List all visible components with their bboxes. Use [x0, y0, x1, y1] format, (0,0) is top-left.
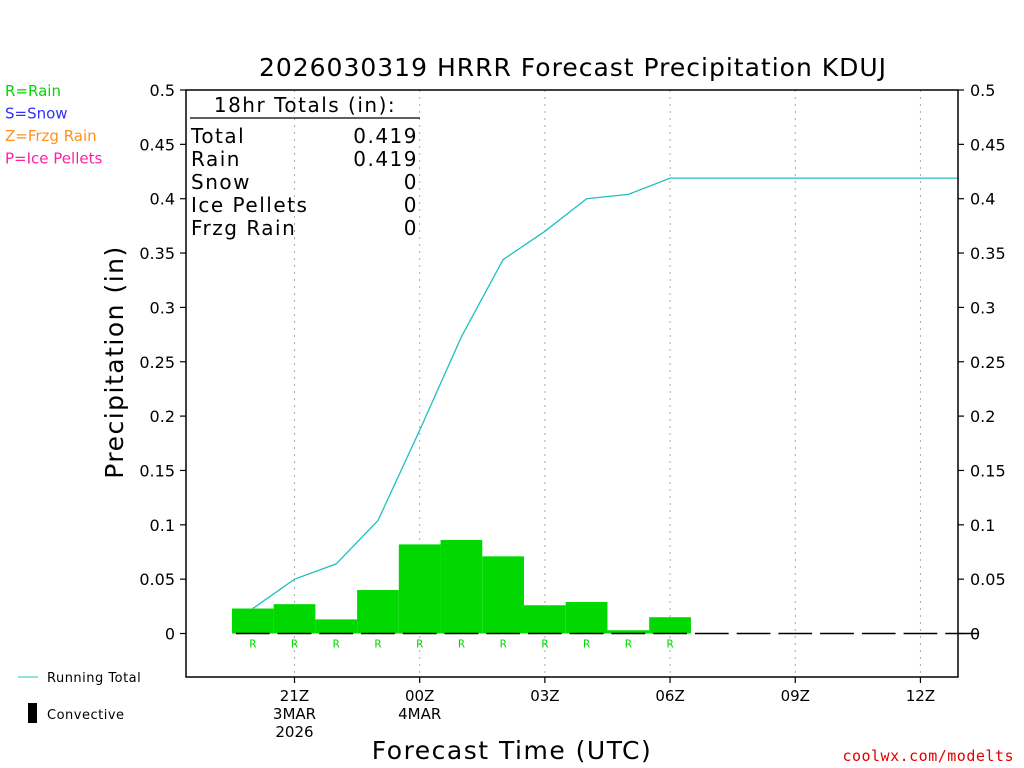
precip-bar [482, 556, 525, 634]
precip-bar [649, 617, 691, 634]
precip-bar [440, 540, 483, 634]
series-legend: Running Total Convective [18, 671, 141, 723]
x-tick-label: 09Z [781, 687, 810, 705]
x-tick-label: 12Z [906, 687, 935, 705]
y-tick-label-right: 0.5 [970, 81, 995, 100]
x-tick-label: 3MAR [273, 705, 316, 723]
ptype-label: R [333, 638, 340, 651]
convective-legend-label: Convective [47, 708, 125, 723]
y-tick-label-right: 0 [970, 625, 980, 644]
y-tick-label-right: 0.05 [970, 570, 1006, 589]
x-tick-label: 06Z [655, 687, 684, 705]
y-tick-label-right: 0.15 [970, 461, 1006, 480]
precip-bar [357, 590, 399, 634]
totals-row-value: 0.419 [353, 124, 418, 148]
ptype-legend-item: Z=Frzg Rain [5, 127, 97, 145]
x-tick-label: 21Z [280, 687, 309, 705]
ptype-legend-item: S=Snow [5, 105, 68, 123]
ptype-label: R [291, 638, 298, 651]
ptype-label: R [375, 638, 382, 651]
precip-bar [524, 605, 566, 634]
precip-bar [273, 604, 316, 634]
running-total-line [252, 177, 958, 610]
ptype-legend: R=Rain S=Snow Z=Frzg Rain P=Ice Pellets [5, 82, 102, 168]
totals-row-value: 0.419 [353, 147, 418, 171]
ptype-label: R [542, 638, 549, 651]
totals-row-value: 0 [404, 216, 418, 240]
ptype-label: R [416, 638, 423, 651]
y-tick-label-right: 0.35 [970, 244, 1006, 263]
y-axis-label: Precipitation (in) [100, 245, 129, 479]
totals-row-label: Frzg Rain [191, 216, 296, 240]
y-tick-label-left: 0.05 [139, 570, 175, 589]
totals-header: 18hr Totals (in): [214, 93, 396, 117]
totals-row-label: Rain [191, 147, 241, 171]
x-tick-label: 00Z [405, 687, 434, 705]
x-axis-label: Forecast Time (UTC) [372, 736, 652, 765]
ptype-label: R [583, 638, 590, 651]
ptype-legend-item: P=Ice Pellets [5, 150, 102, 168]
ptype-label: R [667, 638, 674, 651]
precip-bar [231, 608, 274, 634]
x-tick-label: 03Z [530, 687, 559, 705]
y-tick-label-left: 0.45 [139, 135, 175, 154]
totals-row-value: 0 [404, 170, 418, 194]
totals-row-value: 0 [404, 193, 418, 217]
y-tick-label-right: 0.45 [970, 135, 1006, 154]
y-tick-label-left: 0 [165, 625, 175, 644]
y-tick-label-left: 0.2 [150, 407, 175, 426]
totals-row-label: Total [190, 124, 245, 148]
y-tick-label-right: 0.4 [970, 190, 995, 209]
ptype-label: R [625, 638, 632, 651]
y-tick-label-right: 0.3 [970, 298, 995, 317]
y-tick-label-right: 0.25 [970, 353, 1006, 372]
y-tick-label-left: 0.15 [139, 461, 175, 480]
y-tick-label-left: 0.3 [150, 298, 175, 317]
x-tick-label: 4MAR [398, 705, 441, 723]
precip-bar [398, 544, 441, 634]
y-tick-label-left: 0.5 [150, 81, 175, 100]
precip-bar [607, 630, 650, 634]
credit-link[interactable]: coolwx.com/modelts [842, 747, 1014, 765]
plot-frame [185, 89, 959, 678]
precip-bar [315, 619, 358, 634]
ptype-label: R [249, 638, 256, 651]
y-tick-label-left: 0.35 [139, 244, 175, 263]
totals-row-label: Ice Pellets [191, 193, 308, 217]
ptype-label: R [458, 638, 465, 651]
plot-area: R R R R R R R R R R R0 00.05 0.050.1 0.10.15 0.150.2 0.… [139, 81, 1005, 741]
running-total-legend-label: Running Total [47, 671, 141, 686]
y-tick-label-left: 0.1 [150, 516, 175, 535]
y-tick-label-right: 0.1 [970, 516, 995, 535]
y-tick-label-left: 0.25 [139, 353, 175, 372]
convective-legend-swatch [28, 703, 37, 723]
precip-bar [565, 601, 608, 634]
ptype-legend-item: R=Rain [5, 82, 61, 100]
y-tick-label-right: 0.2 [970, 407, 995, 426]
x-tick-label: 2026 [275, 723, 313, 741]
chart-title: 2026030319 HRRR Forecast Precipitation K… [259, 53, 887, 82]
totals-row-label: Snow [191, 170, 251, 194]
ptype-label: R [500, 638, 507, 651]
y-tick-label-left: 0.4 [150, 190, 175, 209]
